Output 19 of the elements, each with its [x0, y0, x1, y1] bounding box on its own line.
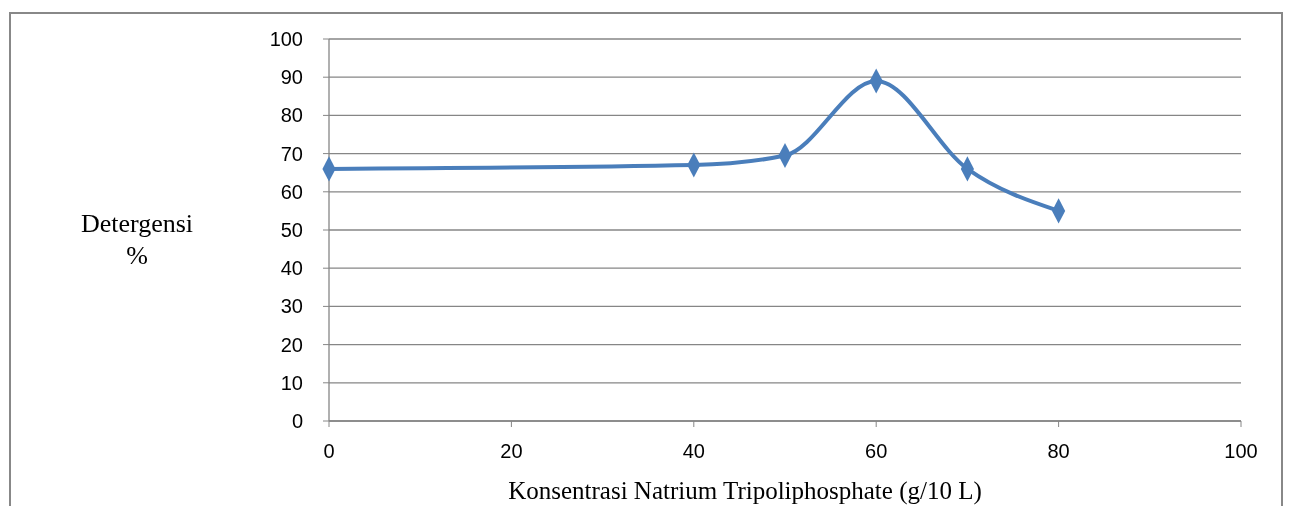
x-tick-label: 40 [682, 440, 705, 462]
y-tick-label: 0 [291, 410, 303, 432]
x-tick-label: 20 [500, 440, 523, 462]
x-axis-title: Konsentrasi Natrium Tripoliphosphate (g/10 L) [508, 477, 982, 505]
x-tick-label: 100 [1224, 440, 1258, 462]
x-tick-label: 60 [865, 440, 888, 462]
y-tick-label: 80 [280, 104, 303, 127]
y-tick-label: 20 [280, 333, 303, 356]
x-tick-label: 0 [323, 440, 335, 462]
y-tick-label: 10 [280, 371, 303, 394]
y-tick-label: 60 [280, 180, 303, 203]
y-tick-label: 30 [280, 295, 303, 318]
y-tick-label: 100 [269, 28, 303, 50]
y-tick-label: 40 [280, 257, 303, 280]
y-tick-label: 90 [280, 66, 303, 89]
y-axis-title: Detergensi % [80, 209, 194, 270]
x-tick-label: 80 [1047, 440, 1070, 462]
y-tick-label: 50 [280, 219, 303, 241]
y-tick-label: 70 [280, 142, 303, 165]
